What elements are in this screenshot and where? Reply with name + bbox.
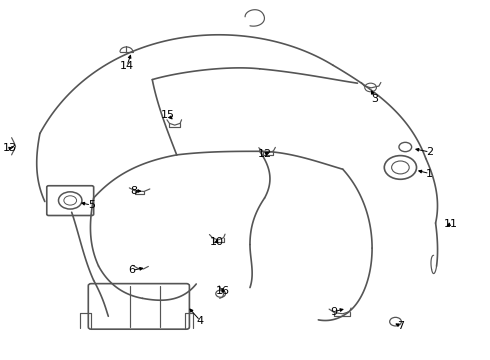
Text: 9: 9: [330, 307, 338, 316]
Text: 6: 6: [128, 265, 135, 275]
Text: 11: 11: [444, 219, 458, 229]
Text: 1: 1: [426, 168, 433, 179]
Text: 14: 14: [120, 61, 134, 71]
Text: 7: 7: [397, 321, 404, 331]
Text: 2: 2: [426, 147, 433, 157]
Text: 4: 4: [196, 316, 204, 325]
Text: 5: 5: [88, 200, 95, 210]
Text: 8: 8: [130, 186, 137, 196]
Text: 10: 10: [210, 237, 224, 247]
Text: 13: 13: [2, 143, 17, 153]
Text: 15: 15: [161, 110, 175, 120]
Text: 12: 12: [258, 149, 271, 159]
Text: 3: 3: [371, 94, 378, 104]
Text: 16: 16: [216, 286, 230, 296]
